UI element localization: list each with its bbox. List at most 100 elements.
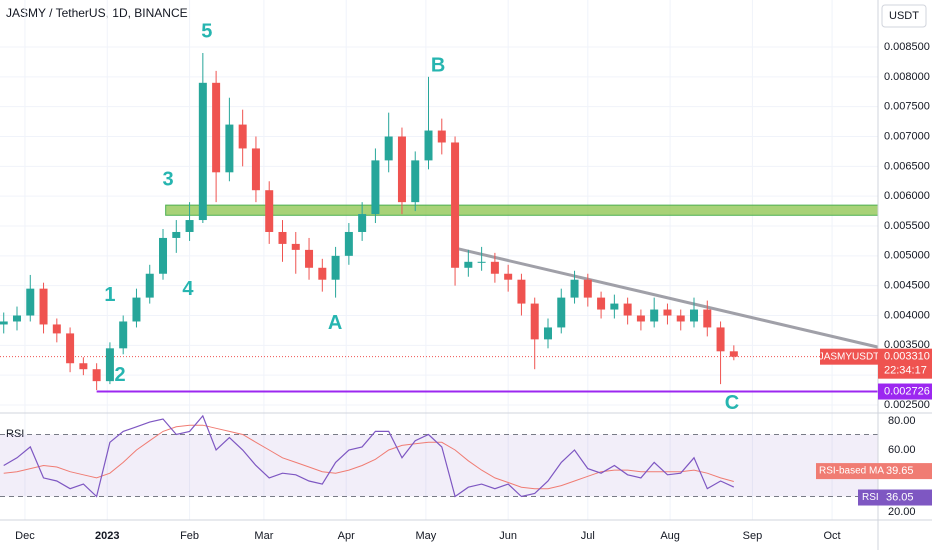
candle-body bbox=[291, 243, 300, 250]
candle-body bbox=[397, 136, 406, 203]
candle-body bbox=[225, 124, 234, 173]
x-tick-label: May bbox=[415, 530, 436, 542]
rsi-ma-name: RSI-based MA bbox=[819, 466, 884, 477]
y-tick-label: 0.008500 bbox=[884, 41, 930, 53]
x-tick-label: Aug bbox=[660, 530, 680, 542]
rsi-value: 36.05 bbox=[886, 491, 914, 503]
wave-label: 1 bbox=[104, 284, 115, 306]
candle-body bbox=[132, 297, 141, 322]
candle-body bbox=[384, 136, 393, 161]
candle-body bbox=[464, 261, 473, 268]
candle-body bbox=[318, 267, 327, 280]
candle-body bbox=[344, 231, 353, 256]
currency-button[interactable] bbox=[881, 4, 927, 28]
candle-body bbox=[119, 321, 128, 349]
candle-body bbox=[676, 315, 685, 322]
x-tick-label: Oct bbox=[824, 530, 841, 542]
y-tick-label: 0.006000 bbox=[884, 190, 930, 202]
y-tick-label: 0.005500 bbox=[884, 220, 930, 232]
rsi-title: RSI bbox=[6, 428, 24, 440]
candle-body bbox=[663, 309, 672, 316]
candle-body bbox=[424, 130, 433, 161]
candle-body bbox=[12, 315, 21, 322]
y-tick-label: 0.002500 bbox=[884, 399, 930, 411]
x-tick-label: Jun bbox=[499, 530, 517, 542]
symbol-label: JASMYUSDT bbox=[819, 351, 880, 362]
y-tick-label: 0.007500 bbox=[884, 101, 930, 113]
rsi-ma-value: 39.65 bbox=[886, 465, 914, 477]
candle-body bbox=[145, 273, 154, 298]
x-tick-label: Dec bbox=[15, 530, 35, 542]
candle-body bbox=[79, 363, 88, 370]
candle-body bbox=[251, 148, 260, 191]
candle-body bbox=[451, 142, 460, 268]
candle-body bbox=[371, 160, 380, 215]
y-tick-label: 0.006500 bbox=[884, 160, 930, 172]
candle-body bbox=[690, 309, 699, 322]
candle-body bbox=[172, 231, 181, 238]
candle-body bbox=[623, 303, 632, 316]
candle-body bbox=[543, 327, 552, 340]
candle-body bbox=[490, 261, 499, 274]
trend-line bbox=[454, 246, 879, 349]
x-tick-label: Feb bbox=[180, 530, 199, 542]
candle-body bbox=[570, 279, 579, 298]
x-tick-label: Mar bbox=[254, 530, 273, 542]
candle-body bbox=[26, 288, 35, 316]
candle-body bbox=[92, 369, 101, 382]
candle-body bbox=[66, 333, 75, 364]
candle-body bbox=[583, 279, 592, 298]
currency-label: USDT bbox=[889, 10, 919, 22]
candle-body bbox=[597, 297, 606, 310]
candle-body bbox=[650, 309, 659, 322]
wave-label: 5 bbox=[201, 20, 212, 42]
symbol-tag bbox=[820, 348, 878, 365]
candle-body bbox=[185, 220, 194, 232]
candle-body bbox=[265, 190, 274, 232]
candle-body bbox=[557, 297, 566, 328]
wave-label: 2 bbox=[114, 364, 125, 386]
candle-body bbox=[238, 124, 247, 149]
y-tick-label: 0.007000 bbox=[884, 130, 930, 142]
candle-body bbox=[278, 231, 287, 244]
candle-body bbox=[39, 288, 48, 325]
x-tick-label: Apr bbox=[338, 530, 355, 542]
last-price-label: 0.003310 bbox=[884, 351, 930, 363]
candle-body bbox=[305, 249, 314, 268]
wave-label: 4 bbox=[182, 278, 194, 300]
y-tick-label: 0.004000 bbox=[884, 309, 930, 321]
y-tick-label: 0.004500 bbox=[884, 280, 930, 292]
y-tick-label: 0.008000 bbox=[884, 71, 930, 83]
x-tick-label: Jul bbox=[581, 530, 595, 542]
candle-body bbox=[411, 160, 420, 203]
candle-body bbox=[636, 315, 645, 322]
x-tick-label: Sep bbox=[743, 530, 763, 542]
rsi-ma-line bbox=[3, 424, 734, 490]
candle-body bbox=[331, 255, 340, 280]
candle-body bbox=[716, 327, 725, 352]
candle-body bbox=[504, 273, 513, 280]
candle-body bbox=[517, 279, 526, 304]
rsi-tick-label: 80.00 bbox=[888, 415, 916, 427]
candle-body bbox=[703, 309, 712, 328]
rsi-tag bbox=[858, 489, 932, 506]
wave-label: 3 bbox=[162, 168, 173, 190]
rsi-tick-label: 20.00 bbox=[888, 506, 916, 518]
wave-label: A bbox=[328, 312, 342, 334]
candle-body bbox=[437, 130, 446, 143]
chart-title: JASMY / TetherUS, 1D, BINANCE bbox=[6, 6, 188, 20]
support-tag bbox=[878, 383, 932, 400]
candle-body bbox=[159, 237, 168, 274]
rsi-line bbox=[3, 414, 735, 498]
wave-label: C bbox=[725, 392, 739, 414]
candle-body bbox=[530, 303, 539, 340]
wave-label: B bbox=[431, 54, 445, 76]
candle-body bbox=[477, 261, 486, 263]
rsi-name: RSI bbox=[862, 492, 879, 503]
rsi-ma-tag bbox=[816, 463, 932, 480]
support-label: 0.002726 bbox=[884, 385, 930, 397]
candle-body bbox=[105, 348, 114, 382]
y-tick-label: 0.005000 bbox=[884, 250, 930, 262]
countdown-label: 22:34:17 bbox=[884, 365, 927, 377]
candle-body bbox=[729, 351, 738, 357]
